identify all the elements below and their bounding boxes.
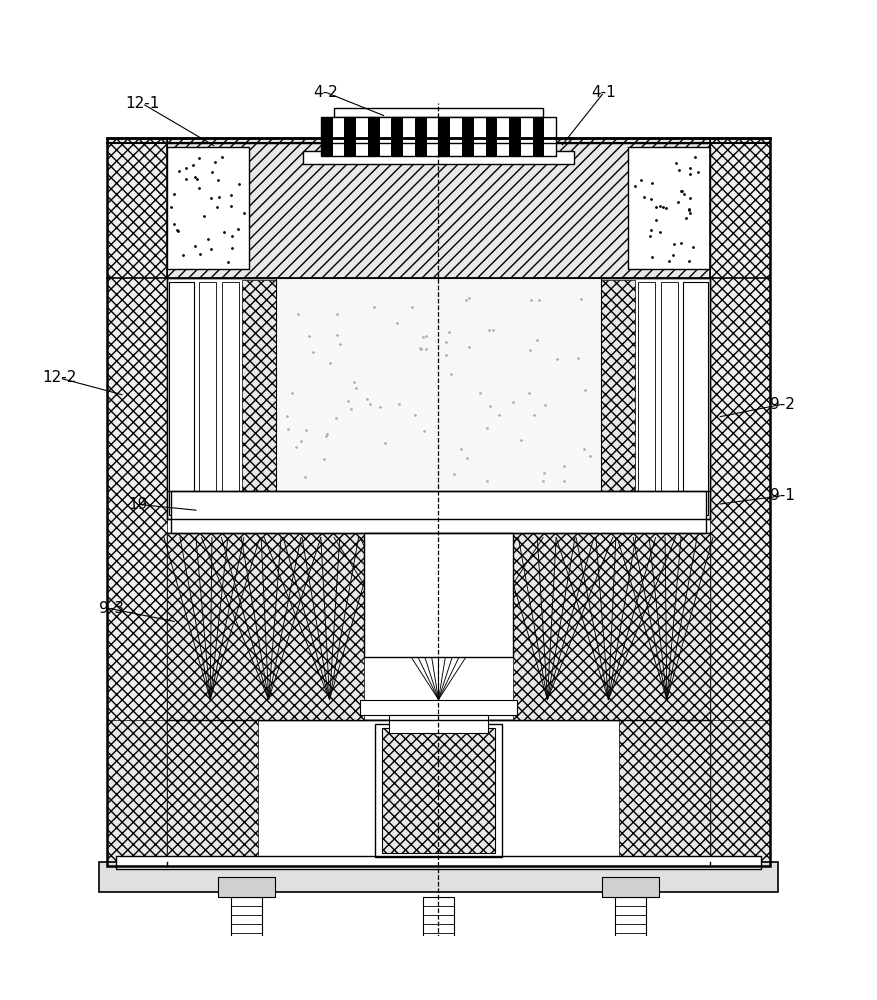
Bar [167, 278, 710, 519]
Bar [438, 117, 450, 156]
Bar [601, 280, 636, 517]
Bar [368, 117, 380, 156]
Bar [521, 117, 532, 156]
Text: 19: 19 [128, 497, 147, 512]
Text: 4-1: 4-1 [592, 85, 617, 100]
Bar [389, 715, 488, 733]
Bar [462, 117, 474, 156]
Text: 9-3: 9-3 [99, 601, 125, 616]
Bar [107, 138, 167, 866]
Text: 9-2: 9-2 [770, 397, 795, 412]
Bar [486, 117, 497, 156]
Bar [169, 282, 194, 515]
Bar [710, 138, 770, 866]
Bar [321, 117, 332, 156]
Bar [638, 282, 655, 515]
Bar [532, 117, 545, 156]
Bar [276, 278, 601, 519]
Bar [98, 862, 779, 892]
Bar [345, 117, 356, 156]
Bar [167, 147, 249, 269]
Bar [628, 147, 710, 269]
Bar [167, 720, 710, 862]
Bar [380, 117, 391, 156]
Bar [619, 720, 710, 862]
Bar [391, 117, 403, 156]
Bar [199, 282, 217, 515]
Bar [365, 533, 512, 657]
Text: 4-2: 4-2 [313, 85, 338, 100]
Bar [332, 117, 345, 156]
Bar [321, 117, 556, 156]
Bar [167, 533, 710, 720]
Bar [107, 138, 770, 866]
Bar [497, 117, 509, 156]
Bar [360, 700, 517, 715]
Bar [509, 117, 521, 156]
Bar [660, 282, 678, 515]
Bar [241, 280, 276, 517]
Bar [356, 117, 368, 156]
Text: 9-1: 9-1 [770, 488, 795, 503]
Bar [415, 117, 427, 156]
Bar [303, 151, 574, 164]
Bar [427, 117, 438, 156]
Bar [222, 282, 239, 515]
Bar [334, 108, 543, 117]
Bar [232, 897, 262, 988]
Bar [403, 117, 415, 156]
Bar [374, 724, 503, 857]
Bar [116, 856, 761, 869]
Bar [615, 897, 645, 988]
Bar [474, 117, 486, 156]
Bar [423, 897, 454, 988]
Bar [545, 117, 556, 156]
Text: 12-1: 12-1 [125, 96, 160, 111]
Bar [602, 877, 659, 897]
Text: 12-2: 12-2 [42, 370, 76, 385]
Bar [167, 533, 365, 720]
Bar [450, 117, 462, 156]
Bar [107, 720, 167, 862]
Bar [512, 533, 710, 720]
Bar [167, 138, 710, 278]
Bar [381, 728, 496, 853]
Bar [171, 491, 706, 533]
Bar [218, 877, 275, 897]
Bar [683, 282, 708, 515]
Bar [710, 720, 770, 862]
Bar [167, 720, 258, 862]
